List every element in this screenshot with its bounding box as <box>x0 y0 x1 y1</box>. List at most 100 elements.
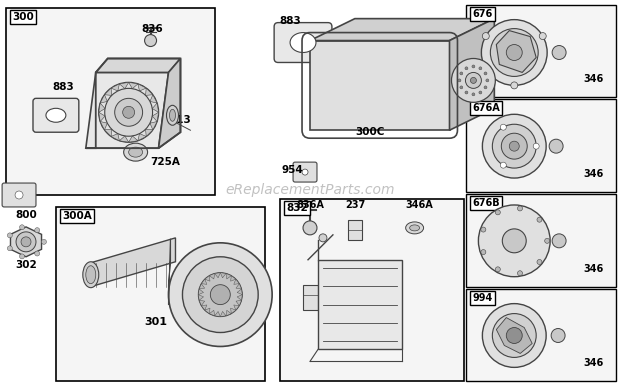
Text: 883: 883 <box>52 82 74 92</box>
Bar <box>466 5 616 98</box>
Bar <box>466 289 616 381</box>
Polygon shape <box>215 273 220 278</box>
Circle shape <box>20 254 25 259</box>
Circle shape <box>533 143 539 149</box>
Polygon shape <box>104 129 112 136</box>
Polygon shape <box>11 227 42 257</box>
Circle shape <box>7 233 12 238</box>
Polygon shape <box>128 136 138 142</box>
Circle shape <box>492 314 536 357</box>
Text: 346: 346 <box>584 358 604 369</box>
Circle shape <box>302 169 308 175</box>
Circle shape <box>210 285 230 305</box>
Ellipse shape <box>83 262 99 288</box>
FancyBboxPatch shape <box>33 98 79 132</box>
Text: 300: 300 <box>12 12 34 22</box>
Polygon shape <box>210 310 215 316</box>
Text: 994: 994 <box>472 292 493 303</box>
Polygon shape <box>146 129 153 136</box>
Circle shape <box>105 89 153 136</box>
Circle shape <box>500 124 507 130</box>
Circle shape <box>500 162 507 168</box>
Circle shape <box>472 93 475 96</box>
Text: 954: 954 <box>281 165 303 175</box>
Polygon shape <box>450 19 494 130</box>
Polygon shape <box>153 112 159 122</box>
Polygon shape <box>120 136 128 142</box>
Polygon shape <box>205 276 210 281</box>
Polygon shape <box>220 312 226 317</box>
Circle shape <box>20 225 25 230</box>
Circle shape <box>482 303 546 367</box>
Text: 832: 832 <box>286 203 308 213</box>
Ellipse shape <box>46 108 66 122</box>
Bar <box>466 99 616 192</box>
Circle shape <box>471 78 476 83</box>
Circle shape <box>484 86 487 89</box>
Circle shape <box>466 73 481 89</box>
Polygon shape <box>310 41 450 130</box>
Polygon shape <box>497 317 532 353</box>
Ellipse shape <box>405 222 423 234</box>
Polygon shape <box>202 305 207 310</box>
Polygon shape <box>153 103 159 112</box>
Polygon shape <box>220 273 226 278</box>
Bar <box>303 285 318 310</box>
Circle shape <box>511 82 518 89</box>
Circle shape <box>198 273 242 317</box>
Circle shape <box>482 33 489 39</box>
Circle shape <box>481 227 486 232</box>
Circle shape <box>451 58 495 102</box>
Polygon shape <box>234 305 239 310</box>
Circle shape <box>537 217 542 222</box>
Circle shape <box>123 106 135 118</box>
Circle shape <box>169 243 272 346</box>
Polygon shape <box>234 279 239 284</box>
Circle shape <box>482 114 546 178</box>
Ellipse shape <box>86 266 95 284</box>
Polygon shape <box>100 122 107 130</box>
Circle shape <box>544 238 550 243</box>
Ellipse shape <box>167 105 179 125</box>
Circle shape <box>21 237 31 247</box>
Circle shape <box>502 133 527 159</box>
Circle shape <box>552 234 566 248</box>
Text: 725A: 725A <box>151 157 180 167</box>
Polygon shape <box>198 289 203 294</box>
Circle shape <box>551 328 565 342</box>
Circle shape <box>486 79 489 82</box>
Text: 300C: 300C <box>355 127 384 137</box>
Polygon shape <box>128 82 138 89</box>
Circle shape <box>549 139 563 153</box>
Text: 301: 301 <box>144 317 167 326</box>
Polygon shape <box>226 310 231 316</box>
Polygon shape <box>226 273 231 279</box>
Text: 346: 346 <box>584 169 604 179</box>
Polygon shape <box>169 239 171 305</box>
Ellipse shape <box>410 225 420 231</box>
Text: 346: 346 <box>584 264 604 274</box>
Bar <box>348 220 362 240</box>
Ellipse shape <box>290 33 316 53</box>
Circle shape <box>495 210 500 215</box>
Bar <box>466 194 616 287</box>
Circle shape <box>481 20 547 85</box>
Polygon shape <box>236 300 242 306</box>
Circle shape <box>458 79 461 82</box>
Polygon shape <box>237 294 242 300</box>
Text: 676A: 676A <box>472 103 500 113</box>
Polygon shape <box>202 279 207 284</box>
Polygon shape <box>146 88 153 96</box>
Polygon shape <box>91 238 175 287</box>
Circle shape <box>481 250 486 255</box>
Polygon shape <box>104 88 112 96</box>
Circle shape <box>144 35 156 46</box>
Circle shape <box>509 141 520 151</box>
Ellipse shape <box>128 147 143 157</box>
Polygon shape <box>120 82 128 89</box>
Text: 300A: 300A <box>62 211 92 221</box>
Polygon shape <box>231 276 236 281</box>
Bar <box>280 199 464 381</box>
Circle shape <box>465 91 468 94</box>
Bar <box>6 8 215 195</box>
